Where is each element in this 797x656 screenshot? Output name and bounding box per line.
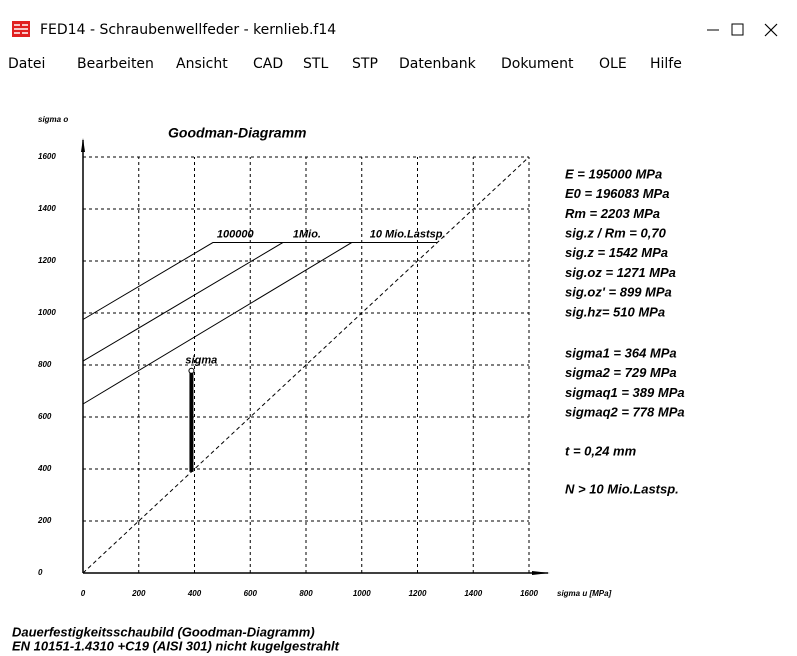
info-line: sig.oz' = 899 MPa xyxy=(565,285,672,300)
info-line: sigma1 = 364 MPa xyxy=(565,345,677,360)
y-tick-label: 600 xyxy=(38,412,52,421)
info-line: sig.z / Rm = 0,70 xyxy=(565,226,667,241)
app-icon xyxy=(12,21,30,37)
chart-title: Goodman-Diagramm xyxy=(168,125,306,141)
footer-line: Dauerfestigkeitsschaubild (Goodman-Diagr… xyxy=(12,624,315,639)
y-tick-label: 200 xyxy=(37,516,52,525)
info-line: N > 10 Mio.Lastsp. xyxy=(565,481,679,496)
sigma-label: sigma xyxy=(185,355,217,367)
x-tick-label: 0 xyxy=(81,589,86,598)
menu-item[interactable]: Ansicht xyxy=(176,56,228,72)
sigma-point xyxy=(188,367,195,374)
info-line: sig.hz= 510 MPa xyxy=(565,304,665,319)
info-line: sig.z = 1542 MPa xyxy=(565,245,668,260)
y-tick-label: 800 xyxy=(38,360,52,369)
menu-item[interactable]: OLE xyxy=(599,56,627,72)
series-label: 10 Mio.Lastsp. xyxy=(370,228,446,240)
x-tick-label: 1200 xyxy=(409,589,427,598)
menu-bar: Datei Bearbeiten Ansicht CAD STL STP Datenbank… xyxy=(8,56,682,72)
y-tick-label: 1400 xyxy=(38,204,56,213)
x-tick-label: 800 xyxy=(299,589,313,598)
x-tick-label: 1600 xyxy=(520,589,538,598)
info-line: E = 195000 MPa xyxy=(565,166,662,181)
y-tick-label: 1600 xyxy=(38,152,56,161)
menu-item[interactable]: Dokument xyxy=(501,56,574,72)
x-tick-label: 1000 xyxy=(353,589,371,598)
menu-item[interactable]: STL xyxy=(303,56,328,72)
y-axis-label: sigma o xyxy=(38,115,68,124)
series-label: 1Mio. xyxy=(293,228,321,240)
x-tick-label: 200 xyxy=(131,589,146,598)
close-button[interactable] xyxy=(764,23,778,37)
y-tick-label: 0 xyxy=(38,568,43,577)
info-line: sigmaq1 = 389 MPa xyxy=(565,385,685,400)
info-line: E0 = 196083 MPa xyxy=(565,186,669,201)
x-tick-label: 1400 xyxy=(464,589,482,598)
footer-line: EN 10151-1.4310 +C19 (AISI 301) nicht ku… xyxy=(12,638,340,653)
y-tick-label: 400 xyxy=(37,464,52,473)
series-label: 100000 xyxy=(217,228,255,240)
y-tick-label: 1200 xyxy=(38,256,56,265)
y-axis-arrow xyxy=(81,138,85,152)
info-line: t = 0,24 mm xyxy=(565,443,637,458)
diagonal-line xyxy=(82,156,530,574)
info-line: sig.oz = 1271 MPa xyxy=(565,265,676,280)
menu-item[interactable]: STP xyxy=(352,56,378,72)
menu-item[interactable]: CAD xyxy=(253,56,283,72)
x-axis-label: sigma u [MPa] xyxy=(557,589,612,598)
menu-item[interactable]: Datenbank xyxy=(399,56,477,72)
y-tick-label: 1000 xyxy=(38,308,56,317)
info-line: sigma2 = 729 MPa xyxy=(565,365,677,380)
menu-item[interactable]: Bearbeiten xyxy=(77,56,154,72)
menu-item[interactable]: Datei xyxy=(8,56,45,72)
x-tick-label: 600 xyxy=(244,589,258,598)
goodman-line xyxy=(82,242,438,405)
menu-item[interactable]: Hilfe xyxy=(650,56,682,72)
maximize-button[interactable] xyxy=(731,23,744,36)
info-line: sigmaq2 = 778 MPa xyxy=(565,405,685,420)
window-title: FED14 - Schraubenwellfeder - kernlieb.f1… xyxy=(40,22,336,38)
x-tick-label: 400 xyxy=(187,589,202,598)
chart: 0 200 400 600 800 1000 1200 1400 1600 0 200 400 600 8… xyxy=(12,115,685,653)
info-line: Rm = 2203 MPa xyxy=(565,206,660,221)
x-axis-arrow xyxy=(532,571,550,575)
